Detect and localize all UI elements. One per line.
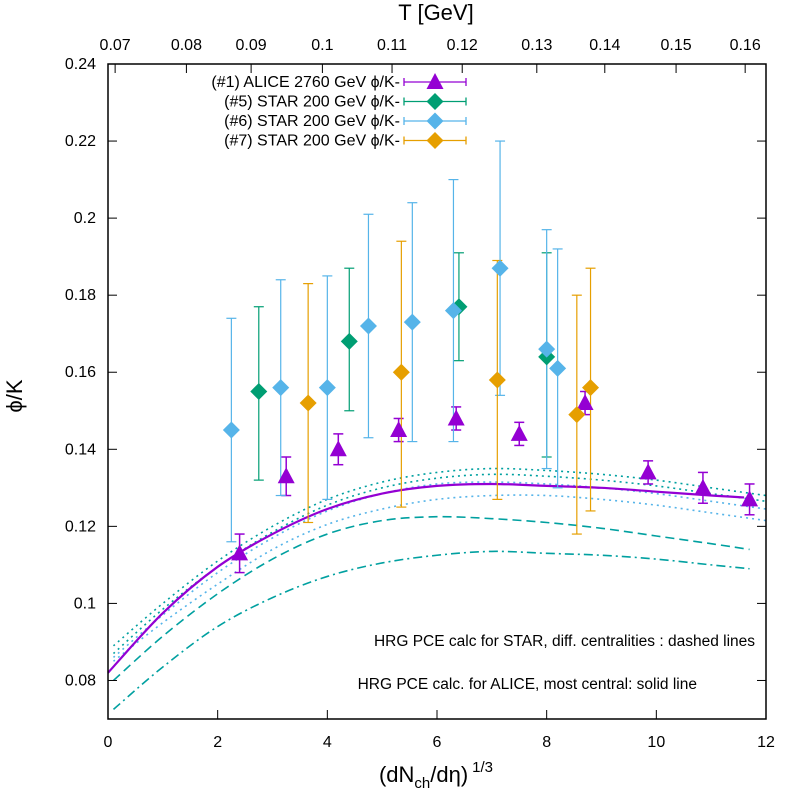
y-tick-label: 0.16 bbox=[65, 364, 96, 381]
point-1-alice-2760-gev-k bbox=[741, 490, 759, 507]
legend-marker-7-star-200-gev-k bbox=[426, 132, 444, 149]
point-1-alice-2760-gev-k bbox=[329, 440, 347, 457]
top-tick-label: 0.1 bbox=[311, 37, 333, 54]
x-axis-label-main: (dN bbox=[379, 762, 414, 787]
annotation-alice: HRG PCE calc. for ALICE, most central: s… bbox=[358, 676, 697, 693]
top-tick-label: 0.16 bbox=[730, 37, 761, 54]
x-axis-label: (dNch/dη) 1/3 bbox=[379, 759, 493, 792]
point-6-star-200-gev-k bbox=[359, 317, 377, 335]
y-tick-label: 0.1 bbox=[74, 595, 96, 612]
data-markers bbox=[222, 259, 759, 561]
x-tick-label: 2 bbox=[213, 734, 222, 751]
point-1-alice-2760-gev-k bbox=[576, 394, 594, 411]
curve-star-centrality-1 bbox=[112, 467, 767, 647]
x-tick-label: 10 bbox=[647, 734, 665, 751]
point-1-alice-2760-gev-k bbox=[231, 544, 249, 561]
curve-star-centrality-4 bbox=[112, 494, 767, 662]
y-tick-label: 0.14 bbox=[65, 441, 96, 458]
x-axis-label-sup: 1/3 bbox=[472, 759, 493, 776]
point-1-alice-2760-gev-k bbox=[447, 409, 465, 426]
legend-marker-1-alice-2760-gev-k bbox=[426, 73, 444, 89]
model-curves bbox=[107, 467, 767, 710]
x-axis-label-tail: /dη) bbox=[430, 762, 468, 787]
point-7-star-200-gev-k bbox=[299, 394, 317, 412]
point-6-star-200-gev-k bbox=[318, 379, 336, 397]
x-tick-label: 6 bbox=[433, 734, 442, 751]
curve-star-centrality-6 bbox=[112, 550, 750, 710]
legend-marker-5-star-200-gev-k bbox=[426, 93, 444, 110]
point-1-alice-2760-gev-k bbox=[694, 478, 712, 495]
top-tick-label: 0.08 bbox=[171, 37, 202, 54]
x-tick-label: 8 bbox=[542, 734, 551, 751]
point-1-alice-2760-gev-k bbox=[390, 421, 408, 438]
top-axis-label: T [GeV] bbox=[398, 0, 473, 25]
y-tick-label: 0.2 bbox=[74, 210, 96, 227]
y-tick-label: 0.12 bbox=[65, 518, 96, 535]
point-7-star-200-gev-k bbox=[392, 363, 410, 381]
top-tick-label: 0.13 bbox=[521, 37, 552, 54]
legend-label-5-star-200-gev-k: (#5) STAR 200 GeV ϕ/K- bbox=[224, 94, 400, 111]
point-1-alice-2760-gev-k bbox=[277, 467, 295, 484]
point-6-star-200-gev-k bbox=[272, 379, 290, 397]
point-6-star-200-gev-k bbox=[222, 421, 240, 439]
top-tick-label: 0.14 bbox=[589, 37, 620, 54]
x-axis-label-sub: ch bbox=[414, 775, 430, 792]
top-tick-label: 0.09 bbox=[236, 37, 267, 54]
annotation-star: HRG PCE calc for STAR, diff. centralitie… bbox=[374, 633, 755, 650]
point-7-star-200-gev-k bbox=[568, 406, 586, 424]
plot-frame bbox=[107, 63, 767, 720]
legend-marker-6-star-200-gev-k bbox=[426, 112, 444, 130]
y-tick-label: 0.22 bbox=[65, 133, 96, 150]
x-tick-label: 12 bbox=[757, 734, 775, 751]
curve-alice-most-central bbox=[107, 482, 745, 674]
y-axis-label: ϕ/K bbox=[2, 379, 27, 412]
legend-label-7-star-200-gev-k: (#7) STAR 200 GeV ϕ/K- bbox=[224, 133, 400, 150]
point-7-star-200-gev-k bbox=[488, 371, 506, 389]
y-tick-label: 0.24 bbox=[65, 56, 96, 73]
y-tick-label: 0.08 bbox=[65, 672, 96, 689]
x-tick-label: 0 bbox=[104, 734, 113, 751]
top-tick-label: 0.07 bbox=[100, 37, 131, 54]
legend-label-1-alice-2760-gev-k: (#1) ALICE 2760 GeV ϕ/K- bbox=[211, 74, 400, 91]
point-5-star-200-gev-k bbox=[250, 383, 268, 400]
point-1-alice-2760-gev-k bbox=[639, 463, 657, 480]
top-tick-label: 0.15 bbox=[661, 37, 692, 54]
point-6-star-200-gev-k bbox=[538, 340, 556, 358]
legend: (#1) ALICE 2760 GeV ϕ/K- (#5) STAR 200 Ge… bbox=[211, 73, 467, 150]
axes: 0 2 4 6 8 10 12 0.08 0.1 0.12 0.14 0.16 0.18 0.2 0.22 0… bbox=[65, 37, 775, 751]
point-7-star-200-gev-k bbox=[582, 379, 600, 397]
top-tick-label: 0.12 bbox=[447, 37, 478, 54]
point-6-star-200-gev-k bbox=[491, 259, 509, 277]
point-6-star-200-gev-k bbox=[403, 313, 421, 331]
curve-star-centrality-2 bbox=[112, 473, 767, 655]
legend-label-6-star-200-gev-k: (#6) STAR 200 GeV ϕ/K- bbox=[224, 113, 400, 130]
y-tick-label: 0.18 bbox=[65, 287, 96, 304]
point-1-alice-2760-gev-k bbox=[510, 424, 528, 441]
curve-star-centrality-3 bbox=[112, 481, 767, 658]
point-5-star-200-gev-k bbox=[340, 332, 358, 350]
point-6-star-200-gev-k bbox=[444, 302, 462, 320]
curve-star-centrality-5 bbox=[112, 515, 750, 682]
x-tick-label: 4 bbox=[323, 734, 332, 751]
point-6-star-200-gev-k bbox=[549, 359, 567, 377]
top-tick-label: 0.11 bbox=[377, 37, 407, 54]
